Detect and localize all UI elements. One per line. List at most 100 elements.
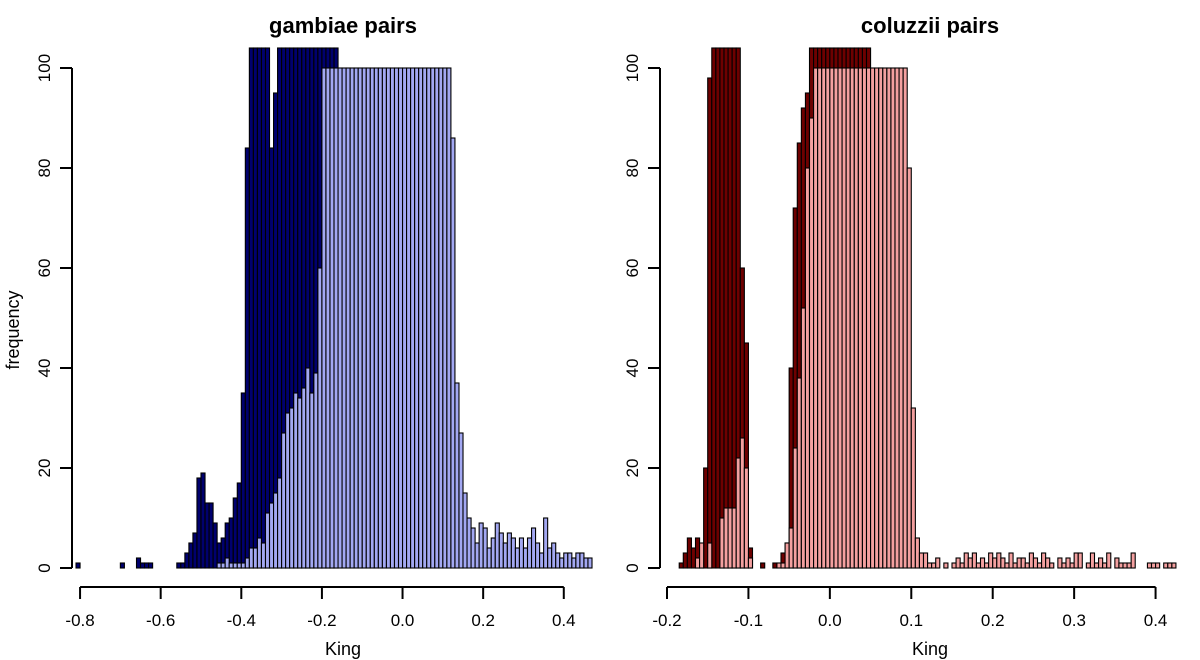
- gambiae-series-1-bar: [462, 492, 468, 569]
- gambiae-x-tick-label: -0.6: [146, 611, 175, 630]
- coluzzii-series-1-bar: [841, 67, 847, 569]
- gambiae-series-1-bar: [575, 552, 581, 569]
- coluzzii-series-1-bar: [931, 562, 937, 569]
- gambiae-series-0-bar: [184, 552, 190, 569]
- gambiae-series-1-bar: [248, 547, 254, 569]
- gambiae-series-1-bar: [309, 392, 315, 569]
- coluzzii-series-1-bar: [1016, 557, 1022, 569]
- gambiae-series-1-bar: [526, 537, 533, 569]
- gambiae-series-1-bar: [522, 547, 529, 569]
- gambiae-histogram-panel: gambiae pairs -0.8 -0.6 -0.4 -0.2 0.0 0.2 0.4 …: [35, 13, 593, 659]
- gambiae-series-1-bar: [264, 512, 271, 569]
- gambiae-series-0-bar: [75, 562, 81, 569]
- coluzzii-series-1-bar: [1008, 552, 1014, 569]
- coluzzii-series-1-bar: [1077, 552, 1083, 569]
- gambiae-series-1-bar: [281, 432, 287, 569]
- coluzzii-series-1-bar: [1106, 552, 1112, 569]
- gambiae-series-0-bar: [148, 562, 154, 569]
- coluzzii-series-1-bar: [1167, 562, 1173, 569]
- gambiae-series-1-bar: [478, 522, 484, 569]
- gambiae-series-1-bar: [297, 397, 303, 569]
- coluzzii-series-1-bar: [1073, 552, 1079, 569]
- gambiae-series-1-bar: [474, 542, 480, 569]
- coluzzii-series-1-bar: [817, 67, 823, 569]
- gambiae-series-1-bar: [559, 557, 565, 569]
- coluzzii-y-tick-label: 40: [623, 359, 642, 378]
- coluzzii-series-1-bar: [796, 377, 802, 569]
- gambiae-y-tick-label: 60: [35, 259, 54, 278]
- gambiae-series-1-bar: [365, 67, 371, 569]
- coluzzii-x-tick-label: 0.0: [818, 611, 842, 630]
- gambiae-series-1-bar: [530, 527, 537, 569]
- gambiae-series-1-bar: [494, 522, 500, 569]
- coluzzii-series-1-bar: [1126, 562, 1132, 569]
- gambiae-series-1-bar: [583, 557, 589, 569]
- gambiae-series-1-bar: [430, 67, 436, 569]
- gambiae-series-1-bar: [414, 67, 420, 569]
- coluzzii-series-1-bar: [910, 407, 916, 569]
- coluzzii-series-1-bar: [780, 562, 786, 569]
- gambiae-series-0-bar: [176, 562, 182, 569]
- coluzzii-series-1-bar: [784, 542, 790, 569]
- coluzzii-series-1-bar: [804, 167, 811, 569]
- gambiae-series-1-bar: [220, 562, 226, 569]
- gambiae-series-1-bar: [454, 382, 460, 569]
- gambiae-series-1-bar: [313, 372, 319, 569]
- coluzzii-series-1-bar: [935, 557, 941, 569]
- coluzzii-series-1-bar: [1045, 557, 1051, 569]
- gambiae-series-1-bar: [410, 67, 416, 569]
- gambiae-series-1-bar: [438, 67, 444, 569]
- coluzzii-series-1-bar: [1020, 557, 1026, 569]
- coluzzii-series-1-bar: [1098, 557, 1104, 569]
- coluzzii-y-axis: 0 20 40 60 80 100: [623, 54, 661, 573]
- gambiae-series-1-bar: [434, 67, 440, 569]
- coluzzii-histogram-panel: coluzzii pairs -0.2 -0.1 0.0 0.1 0.2 0.3 0.4 0…: [623, 13, 1177, 659]
- gambiae-series-1-bar: [389, 67, 396, 569]
- coluzzii-series-1-bar: [1150, 562, 1157, 569]
- gambiae-series-0-bar: [200, 472, 206, 569]
- gambiae-series-0-bar: [204, 502, 210, 569]
- coluzzii-series-1-bar: [1146, 562, 1153, 569]
- gambiae-series-1-bar: [397, 67, 404, 569]
- gambiae-series-1-bar: [426, 67, 432, 569]
- gambiae-y-tick-label: 40: [35, 359, 54, 378]
- gambiae-series-1-bar: [333, 67, 339, 569]
- gambiae-series-0-bar: [212, 522, 218, 569]
- coluzzii-series-1-bar: [984, 562, 990, 569]
- gambiae-series-1-bar: [349, 67, 355, 569]
- gambiae-series-1-bar: [381, 67, 387, 569]
- coluzzii-series-0-bar: [678, 562, 684, 569]
- coluzzii-series-1-bar: [1171, 562, 1177, 569]
- coluzzii-series-1-bar: [971, 552, 977, 569]
- gambiae-series-0-bar: [196, 477, 202, 569]
- gambiae-series-1-bar: [539, 552, 545, 569]
- gambiae-series-1-bar: [317, 267, 323, 569]
- coluzzii-series-1-bar: [1061, 562, 1067, 569]
- gambiae-series-0-bar: [240, 392, 246, 569]
- coluzzii-series-1-bar: [1012, 562, 1018, 569]
- gambiae-series-1-bar: [406, 67, 412, 569]
- coluzzii-series-1-bar: [743, 467, 749, 569]
- coluzzii-series-1-bar: [849, 67, 855, 569]
- coluzzii-series-1-bar: [963, 552, 969, 569]
- coluzzii-series-1-bar: [1032, 557, 1039, 569]
- gambiae-series-1-bar: [442, 67, 448, 569]
- gambiae-series-0-bar: [252, 47, 258, 569]
- gambiae-series-1-bar: [418, 67, 424, 569]
- gambiae-series-1-bar: [450, 137, 456, 569]
- gambiae-series-1-bar: [216, 562, 222, 569]
- gambiae-series-1-bar: [555, 552, 561, 569]
- coluzzii-series-1-bar: [943, 562, 949, 569]
- gambiae-series-0-bar: [119, 562, 125, 569]
- coluzzii-series-0-bar: [719, 47, 725, 569]
- gambiae-series-1-bar: [369, 67, 375, 569]
- gambiae-series-1-bar: [571, 557, 577, 569]
- coluzzii-series-1-bar: [894, 67, 900, 569]
- gambiae-series-1-bar: [502, 542, 508, 569]
- gambiae-x-axis: -0.8 -0.6 -0.4 -0.2 0.0 0.2 0.4: [65, 586, 576, 630]
- gambiae-series-1-bar: [486, 547, 492, 569]
- coluzzii-series-0-bar: [686, 537, 692, 569]
- gambiae-series-1-bar: [361, 67, 367, 569]
- coluzzii-series-1-bar: [927, 562, 933, 569]
